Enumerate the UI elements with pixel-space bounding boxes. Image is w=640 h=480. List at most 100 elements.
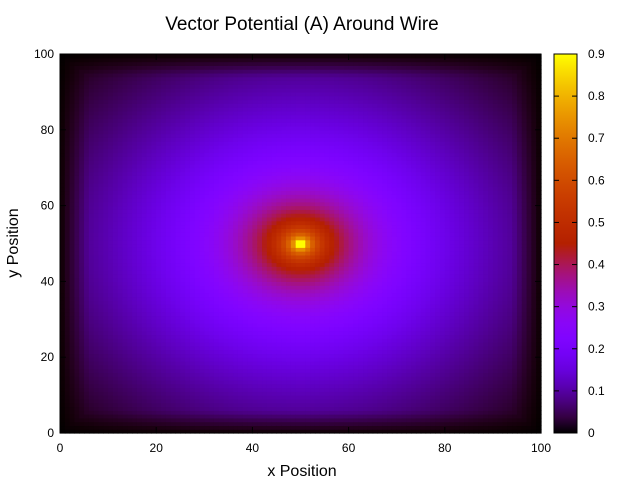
heatmap-cell	[194, 213, 201, 218]
heatmap-cell	[122, 80, 128, 85]
heatmap-cell	[257, 243, 263, 248]
heatmap-cell	[93, 342, 100, 347]
heatmap-cell	[237, 69, 244, 74]
heatmap-cell	[213, 304, 220, 309]
heatmap-cell	[132, 319, 138, 324]
heatmap-cell	[271, 216, 278, 222]
heatmap-cell	[60, 144, 66, 150]
heatmap-cell	[108, 315, 114, 320]
heatmap-cell	[79, 406, 85, 411]
heatmap-cell	[209, 357, 215, 362]
heatmap-cell	[189, 167, 196, 173]
heatmap-cell	[199, 425, 205, 430]
heatmap-cell	[257, 410, 263, 415]
heatmap-cell	[281, 144, 287, 150]
heatmap-cell	[199, 88, 205, 93]
heatmap-cell	[286, 353, 292, 358]
heatmap-cell	[252, 360, 258, 366]
heatmap-cell	[189, 57, 196, 63]
heatmap-cell	[161, 171, 167, 176]
heatmap-cell	[199, 107, 205, 112]
heatmap-cell	[185, 144, 191, 150]
heatmap-cell	[60, 402, 66, 408]
heatmap-cell	[175, 152, 181, 157]
heatmap-cell	[276, 296, 282, 301]
heatmap-cell	[156, 224, 162, 229]
heatmap-cell	[242, 376, 249, 381]
heatmap-cell	[189, 179, 196, 184]
heatmap-cell	[233, 160, 239, 165]
heatmap-cell	[209, 345, 215, 351]
heatmap-cell	[108, 239, 114, 245]
heatmap-cell	[286, 91, 292, 97]
heatmap-cell	[209, 190, 215, 195]
heatmap-cell	[136, 285, 143, 290]
heatmap-cell	[98, 334, 104, 339]
heatmap-cell	[199, 61, 205, 66]
heatmap-cell	[112, 198, 119, 203]
heatmap-cell	[276, 345, 282, 351]
heatmap-cell	[199, 357, 205, 362]
heatmap-cell	[189, 148, 196, 154]
heatmap-cell	[93, 72, 100, 78]
heatmap-cell	[204, 76, 210, 82]
heatmap-cell	[170, 129, 177, 135]
heatmap-cell	[84, 387, 90, 392]
heatmap-cell	[218, 326, 225, 332]
heatmap-cell	[257, 266, 263, 271]
heatmap-cell	[112, 345, 119, 351]
heatmap-cell	[122, 205, 128, 210]
heatmap-cell	[74, 107, 80, 112]
heatmap-cell	[281, 126, 287, 131]
heatmap-cell	[262, 129, 268, 135]
heatmap-cell	[175, 395, 181, 400]
heatmap-cell	[103, 326, 109, 332]
heatmap-cell	[103, 243, 109, 248]
heatmap-cell	[218, 156, 225, 161]
heatmap-cell	[103, 235, 109, 241]
heatmap-cell	[64, 266, 71, 271]
heatmap-cell	[88, 406, 95, 411]
heatmap-cell	[79, 213, 85, 218]
heatmap-cell	[262, 190, 268, 195]
heatmap-cell	[151, 54, 157, 59]
heatmap-cell	[295, 247, 302, 252]
heatmap-cell	[161, 395, 167, 400]
heatmap-cell	[84, 152, 90, 157]
heatmap-cell	[141, 277, 148, 282]
heatmap-cell	[295, 410, 302, 415]
heatmap-cell	[290, 425, 297, 430]
heatmap-cell	[69, 190, 76, 195]
heatmap-cell	[247, 198, 253, 203]
heatmap-cell	[213, 296, 220, 301]
heatmap-cell	[175, 57, 181, 63]
heatmap-cell	[98, 122, 104, 127]
heatmap-cell	[266, 167, 273, 173]
heatmap-cell	[170, 334, 177, 339]
heatmap-cell	[180, 107, 186, 112]
heatmap-cell	[93, 205, 100, 210]
heatmap-cell	[132, 152, 138, 157]
heatmap-cell	[266, 349, 273, 355]
heatmap-cell	[199, 311, 205, 317]
heatmap-cell	[209, 277, 215, 282]
heatmap-cell	[218, 251, 225, 256]
heatmap-cell	[170, 376, 177, 381]
heatmap-cell	[112, 152, 119, 157]
heatmap-cell	[170, 425, 177, 430]
heatmap-cell	[237, 391, 244, 396]
heatmap-cell	[64, 84, 71, 89]
heatmap-cell	[74, 80, 80, 85]
heatmap-cell	[233, 379, 239, 385]
heatmap-cell	[93, 258, 100, 264]
heatmap-cell	[175, 213, 181, 218]
heatmap-cell	[252, 304, 258, 309]
heatmap-cell	[286, 133, 292, 138]
heatmap-cell	[242, 334, 249, 339]
heatmap-cell	[88, 417, 95, 423]
heatmap-cell	[161, 379, 167, 385]
heatmap-cell	[242, 353, 249, 358]
heatmap-cell	[266, 372, 273, 377]
heatmap-cell	[74, 118, 80, 123]
heatmap-cell	[194, 406, 201, 411]
